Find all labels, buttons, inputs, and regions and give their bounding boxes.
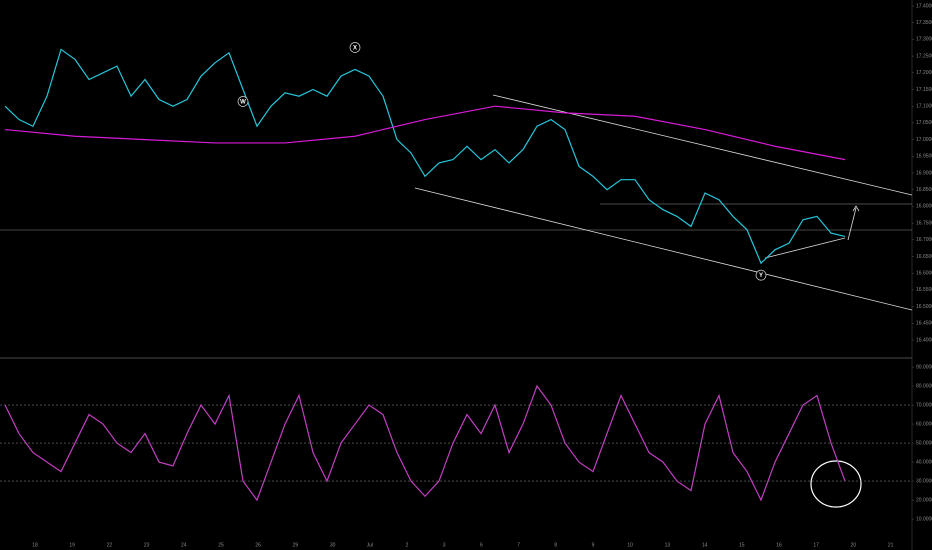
y-tick-label: 16.85000 — [916, 187, 932, 193]
x-tick-label: 16 — [776, 542, 782, 548]
x-tick-label: 23 — [144, 542, 150, 548]
y-tick-label: 17.00000 — [916, 137, 932, 143]
y-tick-label: 50.0000 — [916, 440, 932, 446]
y-tick-label: 17.15000 — [916, 87, 932, 93]
y-tick-label: 16.60000 — [916, 271, 932, 277]
y-tick-label: 16.75000 — [916, 220, 932, 226]
y-tick-label: 90.0000 — [916, 364, 932, 370]
x-tick-label: 26 — [255, 542, 261, 548]
x-tick-label: 17 — [813, 542, 819, 548]
x-tick-label: 7 — [517, 542, 520, 548]
wave-label-circle — [237, 96, 249, 107]
channel-line — [492, 94, 913, 196]
y-tick-label: 17.30000 — [916, 37, 932, 43]
x-tick-label: 13 — [665, 542, 671, 548]
x-tick-label: 14 — [702, 542, 708, 548]
x-tick-label: 30 — [330, 542, 336, 548]
x-tick-label: Jul — [367, 542, 373, 548]
x-tick-label: 21 — [888, 542, 894, 548]
x-tick-label: 18 — [32, 542, 38, 548]
y-tick-label: 10.0000 — [916, 516, 932, 522]
y-tick-label: 17.35000 — [916, 20, 932, 26]
wave-label-circle — [349, 42, 361, 53]
highlight-circle — [810, 460, 862, 508]
y-tick-label: 17.25000 — [916, 53, 932, 59]
y-tick-label: 16.80000 — [916, 204, 932, 210]
series-line — [4, 48, 846, 265]
y-tick-label: 16.45000 — [916, 321, 932, 327]
x-tick-label: 22 — [107, 542, 113, 548]
wave-label: X — [353, 46, 357, 52]
wave-label: Y — [759, 273, 763, 279]
y-tick-label: 16.50000 — [916, 304, 932, 310]
y-tick-label: 17.10000 — [916, 104, 932, 110]
arrow — [847, 205, 860, 241]
x-tick-label: 6 — [480, 542, 483, 548]
y-tick-label: 70.0000 — [916, 402, 932, 408]
y-tick-label: 17.20000 — [916, 70, 932, 76]
x-tick-label: 20 — [851, 542, 857, 548]
x-tick-label: 9 — [592, 542, 595, 548]
x-tick-label: 8 — [554, 542, 557, 548]
y-tick-label: 20.0000 — [916, 497, 932, 503]
y-tick-label: 16.95000 — [916, 154, 932, 160]
y-tick-label: 16.55000 — [916, 287, 932, 293]
x-tick-label: 10 — [627, 542, 633, 548]
y-tick-label: 16.65000 — [916, 254, 932, 260]
wedge-line — [764, 237, 846, 259]
wave-label-circle — [755, 269, 767, 281]
x-tick-label: 29 — [293, 542, 299, 548]
x-tick-label: 19 — [69, 542, 75, 548]
y-tick-label: 16.70000 — [916, 237, 932, 243]
series-line — [4, 105, 846, 161]
y-tick-label: 40.0000 — [916, 459, 932, 465]
wave-label: W — [240, 100, 246, 106]
channel-line — [414, 187, 913, 311]
x-tick-label: 24 — [181, 542, 187, 548]
y-tick-label: 17.40000 — [916, 3, 932, 9]
y-tick-label: 60.0000 — [916, 421, 932, 427]
y-tick-label: 17.05000 — [916, 120, 932, 126]
y-tick-label: 80.0000 — [916, 383, 932, 389]
y-tick-label: 16.40000 — [916, 337, 932, 343]
x-tick-label: 25 — [218, 542, 224, 548]
series-line — [4, 384, 846, 502]
x-tick-label: 15 — [739, 542, 745, 548]
y-tick-label: 16.90000 — [916, 170, 932, 176]
y-tick-label: 30.0000 — [916, 478, 932, 484]
x-tick-label: 2 — [406, 542, 409, 548]
x-tick-label: 3 — [443, 542, 446, 548]
